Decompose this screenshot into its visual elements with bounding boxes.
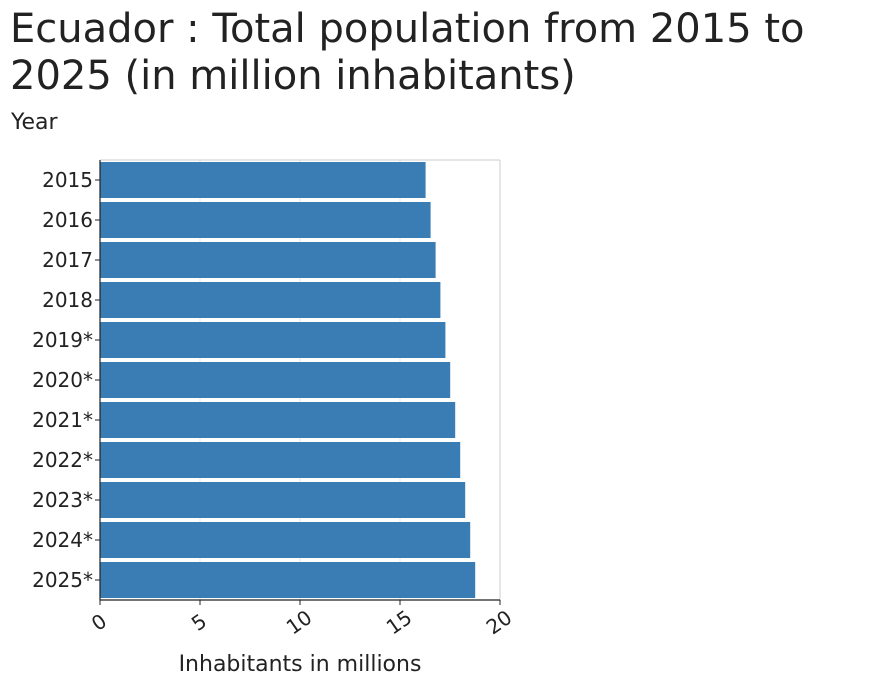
x-ticks: 0 5 10 15 20	[87, 600, 516, 639]
y-tick-label: 2020*	[32, 368, 93, 392]
y-axis-label: Year	[11, 110, 58, 135]
y-tick-label: 2025*	[32, 568, 93, 592]
y-tick-label: 2015	[42, 168, 93, 192]
bar-2015	[100, 162, 426, 198]
y-tick-label: 2021*	[32, 408, 93, 432]
bar-2020-proj	[100, 362, 451, 398]
y-ticks: 2015 2016 2017 2018 2019* 2020* 2021* 2022* 2023…	[32, 168, 100, 592]
y-tick-label: 2022*	[32, 448, 93, 472]
bar-2018	[100, 282, 441, 318]
y-tick-label: 2017	[42, 248, 93, 272]
y-tick-label: 2024*	[32, 528, 93, 552]
bars	[100, 162, 476, 598]
x-tick-label: 5	[187, 609, 211, 636]
x-tick-label: 0	[87, 609, 111, 636]
bar-2019-proj	[100, 322, 446, 358]
y-tick-label: 2018	[42, 288, 93, 312]
bar-2016	[100, 202, 431, 238]
bar-2023-proj	[100, 482, 466, 518]
y-tick-label: 2019*	[32, 328, 93, 352]
bar-2024-proj	[100, 522, 471, 558]
y-tick-label: 2023*	[32, 488, 93, 512]
x-tick-label: 15	[382, 605, 417, 639]
bar-2021-proj	[100, 402, 456, 438]
y-tick-label: 2016	[42, 208, 93, 232]
x-axis-label: Inhabitants in millions	[178, 652, 422, 677]
bar-2017	[100, 242, 436, 278]
x-tick-label: 10	[282, 605, 317, 639]
bar-2025-proj	[100, 562, 476, 598]
chart-title: Ecuador : Total population from 2015 to …	[10, 6, 805, 99]
bar-2022-proj	[100, 442, 461, 478]
x-tick-label: 20	[482, 605, 517, 639]
